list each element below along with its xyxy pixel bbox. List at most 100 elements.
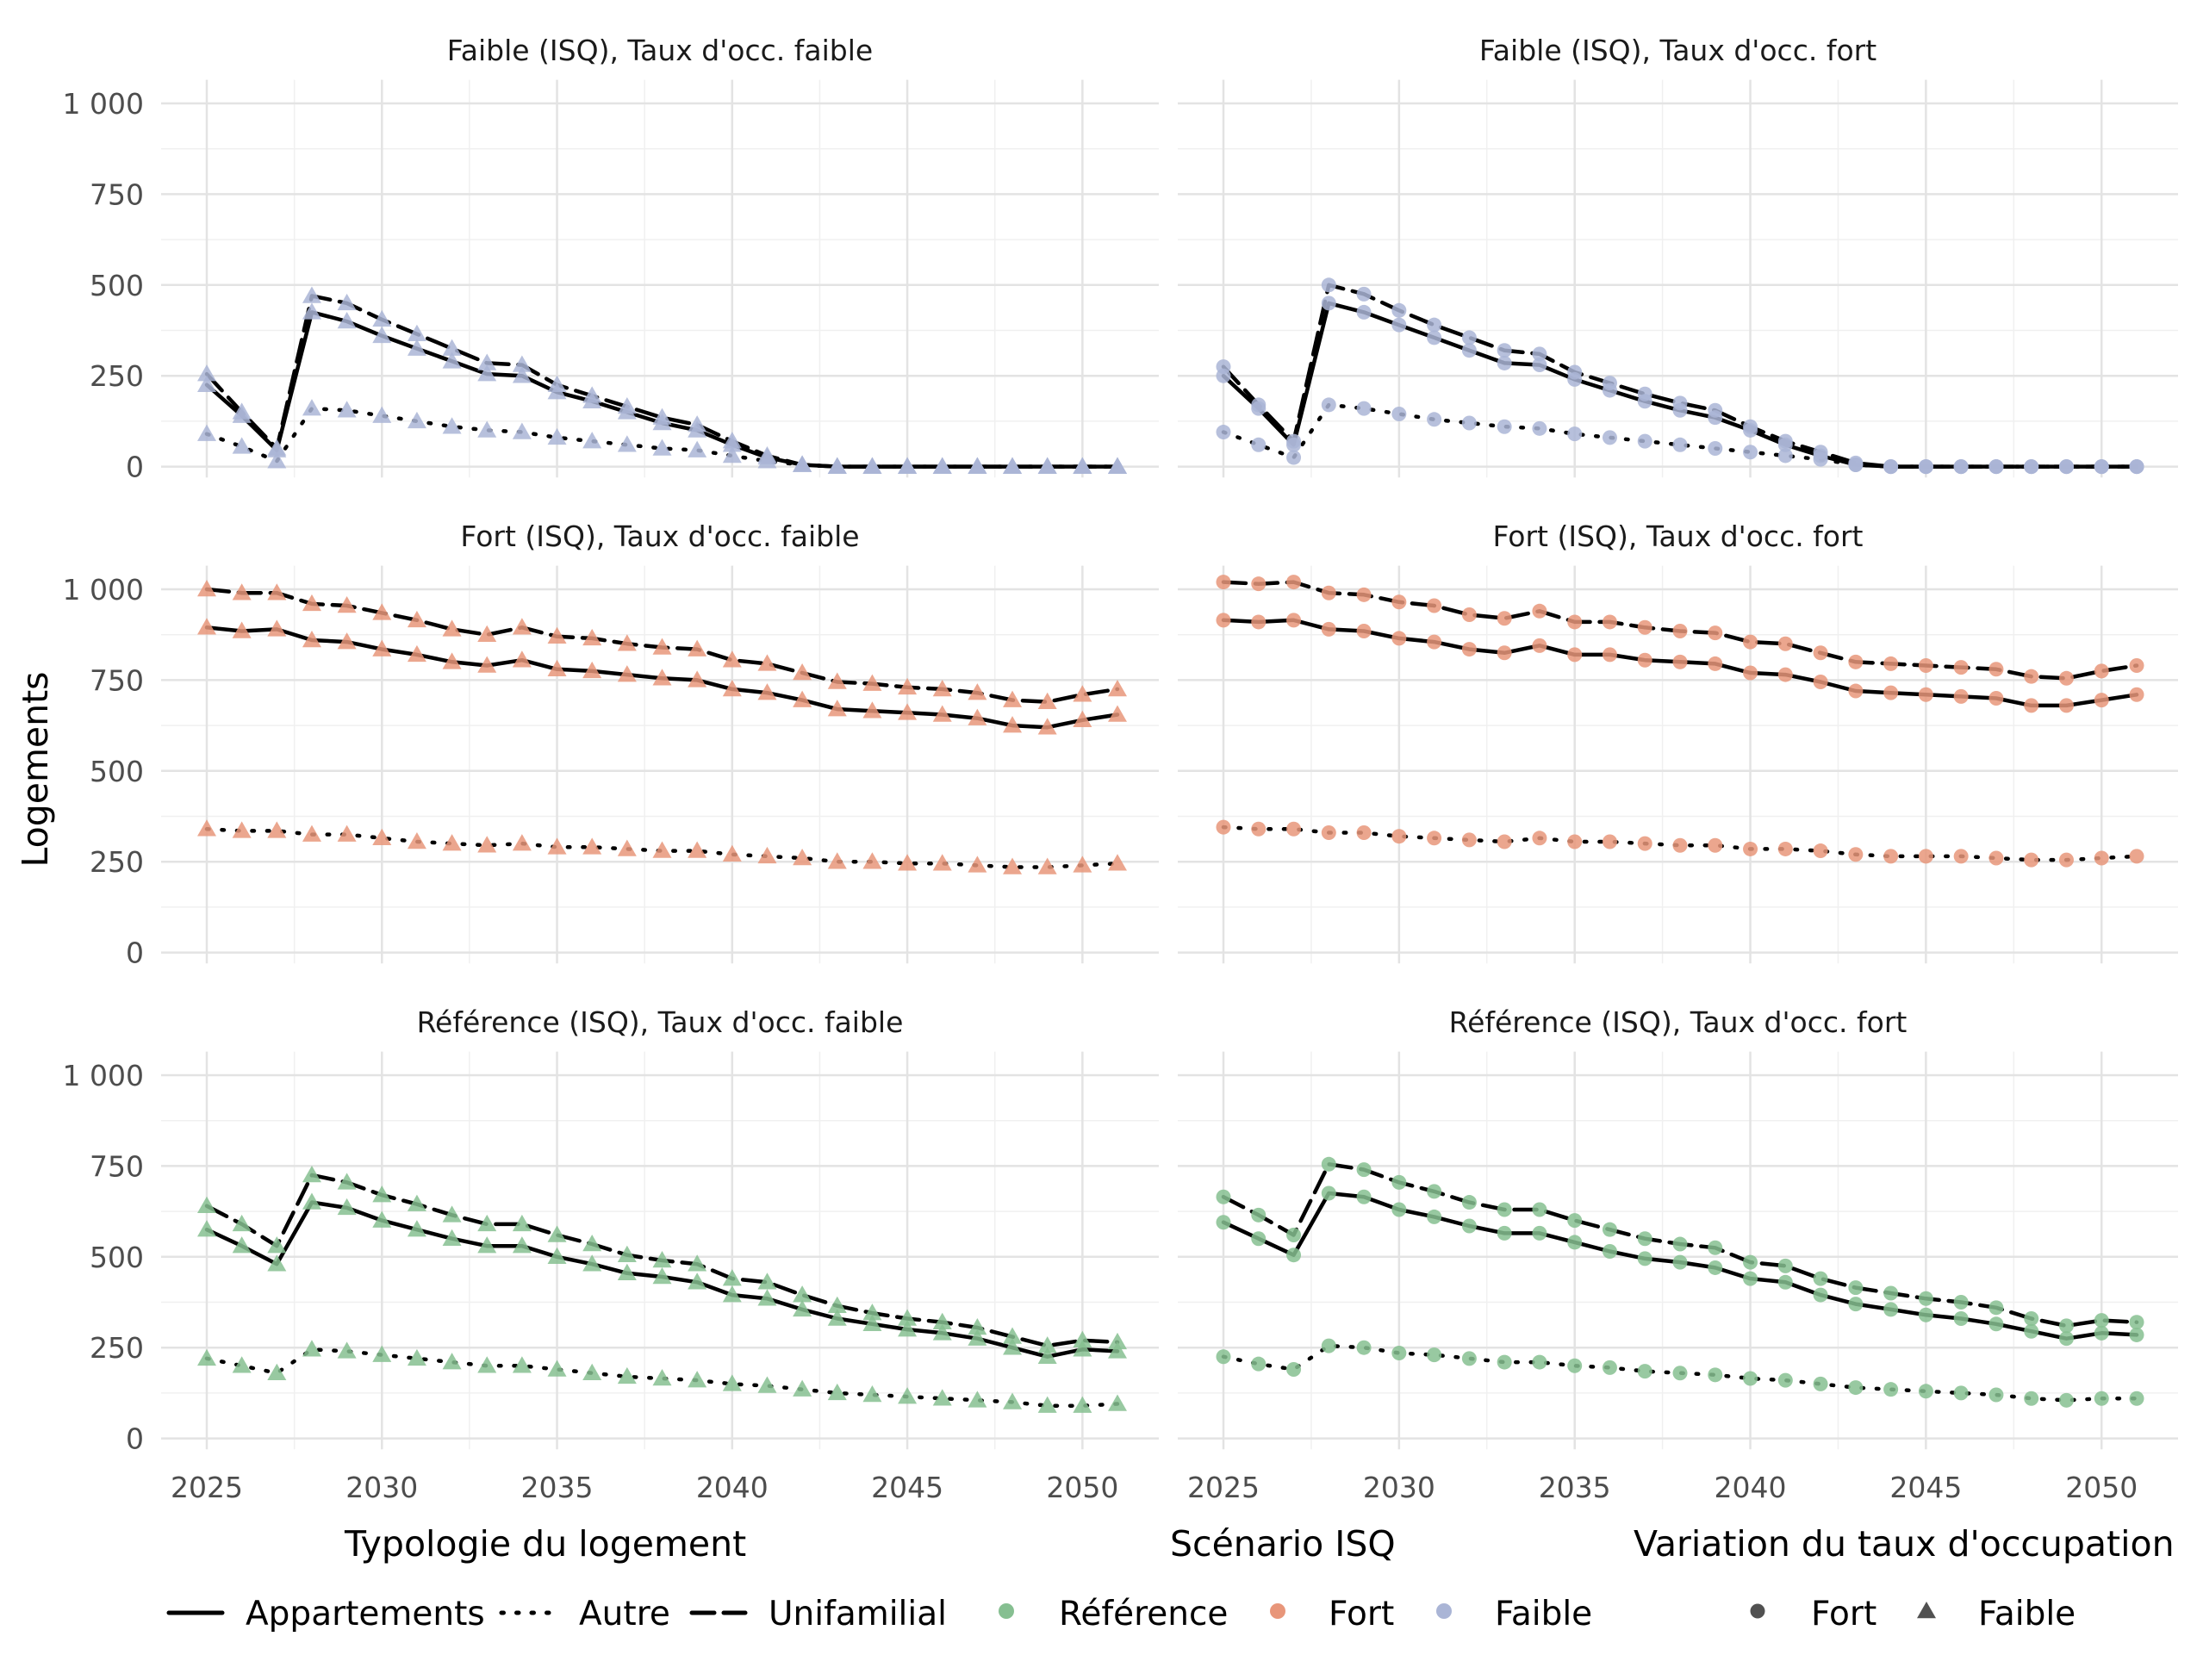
data-point xyxy=(1003,1392,1023,1409)
data-point xyxy=(407,1220,426,1237)
data-point xyxy=(1567,1358,1583,1373)
data-point xyxy=(547,1225,567,1242)
legend-title-taux: Variation du taux d'occupation xyxy=(1634,1523,2175,1565)
data-point xyxy=(1532,1354,1547,1370)
x-tick-label: 2045 xyxy=(871,1471,943,1504)
data-point xyxy=(757,1376,777,1393)
data-point xyxy=(302,594,321,612)
data-point xyxy=(617,397,637,414)
data-point xyxy=(1918,1291,1933,1306)
data-point xyxy=(2058,1331,2074,1347)
data-point xyxy=(512,366,532,383)
data-point xyxy=(547,375,567,392)
data-point xyxy=(898,854,918,871)
data-point xyxy=(1953,459,1969,475)
y-tick-label: 0 xyxy=(126,451,144,484)
data-point xyxy=(1743,841,1758,856)
data-point xyxy=(1813,1287,1828,1303)
data-point xyxy=(1567,1213,1583,1229)
data-point xyxy=(1708,1240,1723,1255)
data-point xyxy=(2058,670,2074,686)
legend-key-taux xyxy=(1750,1603,1765,1619)
data-point xyxy=(512,618,532,635)
x-tick-label: 2045 xyxy=(1889,1471,1962,1504)
data-point xyxy=(1953,688,1969,704)
x-tick-label: 2040 xyxy=(1715,1471,1787,1504)
data-point xyxy=(1743,665,1758,681)
y-tick-label: 500 xyxy=(90,1241,144,1274)
data-point xyxy=(1427,317,1442,333)
data-point xyxy=(442,619,462,637)
data-point xyxy=(2129,1391,2144,1406)
data-point xyxy=(617,634,637,651)
data-point xyxy=(1037,718,1057,735)
data-point xyxy=(1251,437,1267,452)
data-point xyxy=(197,618,216,635)
data-point xyxy=(1848,455,1864,470)
data-point xyxy=(477,625,497,642)
data-point xyxy=(1391,1202,1407,1217)
legend-key-scenario xyxy=(1436,1603,1452,1619)
data-point xyxy=(1672,1236,1688,1252)
data-point xyxy=(1461,415,1477,431)
data-point xyxy=(1073,710,1092,728)
legend-label-scenario: Référence xyxy=(1059,1595,1228,1633)
data-point xyxy=(1918,459,1933,475)
data-point xyxy=(1953,1310,1969,1326)
data-point xyxy=(1037,1347,1057,1364)
data-point xyxy=(1037,1336,1057,1353)
x-tick-label: 2030 xyxy=(1363,1471,1435,1504)
data-point xyxy=(1461,832,1477,848)
data-point xyxy=(722,1269,742,1286)
data-point xyxy=(337,311,357,329)
data-point xyxy=(862,457,882,474)
data-point xyxy=(512,834,532,851)
data-point xyxy=(232,821,252,838)
data-point xyxy=(2129,849,2144,864)
data-point xyxy=(688,1272,707,1290)
data-point xyxy=(512,1214,532,1232)
data-point xyxy=(1108,854,1127,871)
data-point xyxy=(1216,1189,1231,1204)
data-point xyxy=(968,457,987,474)
data-point xyxy=(1108,1332,1127,1350)
x-tick-label: 2035 xyxy=(521,1471,594,1504)
data-point xyxy=(898,1387,918,1404)
data-point xyxy=(547,1360,567,1377)
data-point xyxy=(232,1236,252,1254)
data-point xyxy=(1461,642,1477,657)
data-point xyxy=(1461,1218,1477,1234)
data-point xyxy=(932,679,952,697)
data-point xyxy=(2094,663,2109,679)
data-point xyxy=(197,1196,216,1214)
data-point xyxy=(1813,445,1828,460)
data-point xyxy=(302,631,321,648)
data-point xyxy=(652,408,672,425)
data-point xyxy=(793,848,812,866)
data-point xyxy=(827,1383,847,1401)
data-point xyxy=(1216,819,1231,835)
legend-label-taux: Faible xyxy=(1978,1595,2076,1633)
data-point xyxy=(372,1185,392,1203)
data-point xyxy=(302,399,321,416)
x-tick-label: 2025 xyxy=(1187,1471,1260,1504)
legend-key-scenario xyxy=(999,1603,1014,1619)
data-point xyxy=(1286,821,1302,837)
data-point xyxy=(1321,1156,1336,1172)
data-point xyxy=(2058,698,2074,713)
data-point xyxy=(1108,1394,1127,1411)
data-point xyxy=(1672,837,1688,853)
data-point xyxy=(302,286,321,303)
data-point xyxy=(372,828,392,846)
data-point xyxy=(2058,1318,2074,1334)
data-point xyxy=(757,654,777,671)
data-point xyxy=(2094,693,2109,708)
data-point xyxy=(968,1318,987,1335)
data-point xyxy=(337,1341,357,1359)
data-point xyxy=(547,1247,567,1265)
data-point xyxy=(2058,459,2074,475)
data-point xyxy=(1216,359,1231,375)
data-point xyxy=(442,339,462,356)
data-point xyxy=(1321,397,1336,413)
data-point xyxy=(793,1285,812,1303)
